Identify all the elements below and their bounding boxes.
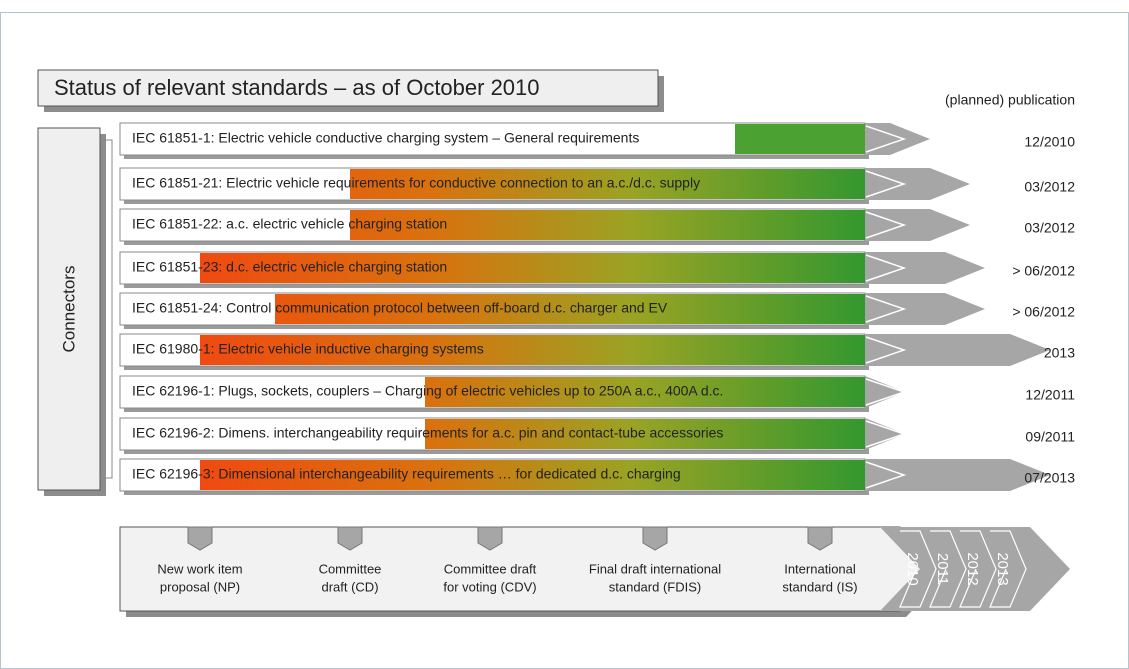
stage-label: Final draft international <box>589 561 721 576</box>
arrow-chevron <box>865 336 907 364</box>
standard-name: IEC 62196-3: Dimensional interchangeabil… <box>132 466 681 482</box>
publication-date: > 06/2012 <box>1012 304 1075 320</box>
status-arrow <box>865 334 1050 366</box>
publication-date: 03/2012 <box>1024 179 1075 195</box>
publication-date: 2013 <box>1044 345 1075 361</box>
stages: New work item proposal (NP) Committee draft… <box>157 526 858 594</box>
years: 2010 2011 2012 2013 <box>899 530 1027 608</box>
arrow-chevron <box>865 254 907 282</box>
standard-name: IEC 61851-1: Electric vehicle conductive… <box>132 130 639 146</box>
status-arrow <box>865 209 970 241</box>
title-box <box>37 69 659 107</box>
title: Status of relevant standards – as of Oct… <box>54 75 540 100</box>
publication-date: 12/2011 <box>1025 387 1075 403</box>
status-arrow <box>865 123 930 155</box>
standard-name: IEC 62196-2: Dimens. interchangeability … <box>132 425 723 441</box>
arrow-chevron <box>865 461 907 489</box>
standard-name: IEC 62196-1: Plugs, sockets, couplers – … <box>132 383 723 399</box>
status-arrow <box>865 293 985 325</box>
stage-marker <box>337 526 363 551</box>
stage-marker <box>477 526 503 551</box>
year-label: 2010 <box>904 552 921 585</box>
stage-label: standard (IS) <box>782 579 857 594</box>
stage-label: Committee <box>319 561 382 576</box>
year-chevron <box>929 530 967 608</box>
year-label: 2013 <box>994 552 1011 585</box>
stage-marker <box>807 526 833 551</box>
publication-date: 03/2012 <box>1024 220 1075 236</box>
status-arrow <box>865 376 905 408</box>
progress-bar <box>200 460 865 490</box>
status-arrow <box>865 418 905 450</box>
arrow-chevron <box>865 211 907 239</box>
stage-label: for voting (CDV) <box>443 579 536 594</box>
bracket <box>100 139 113 479</box>
year-label: 2011 <box>934 553 951 585</box>
progress-bar <box>735 124 865 154</box>
progress-bar <box>350 210 865 240</box>
stage-label: Committee draft <box>444 561 537 576</box>
arrow-chevron <box>865 420 907 448</box>
stage-marker <box>642 526 668 551</box>
standard-name: IEC 61851-23: d.c. electric vehicle char… <box>132 259 447 275</box>
publication-date: 12/2010 <box>1024 134 1075 150</box>
progress-bar <box>200 253 865 283</box>
arrow-chevron <box>865 295 907 323</box>
stage-marker <box>187 526 213 551</box>
arrow-chevron <box>865 125 907 153</box>
year-label: 2012 <box>964 552 981 585</box>
standard-name: IEC 61851-24: Control communication prot… <box>132 300 668 316</box>
progress-bar <box>275 294 865 324</box>
rows: IEC 61851-1: Electric vehicle conductive… <box>119 122 1075 495</box>
group-box <box>37 127 101 491</box>
arrow-chevron <box>865 378 907 406</box>
year-chevron <box>959 530 997 608</box>
stage-label: proposal (NP) <box>160 579 240 594</box>
publication-header: (planned) publication <box>945 92 1075 108</box>
year-chevron <box>899 530 937 608</box>
progress-bar <box>425 377 865 407</box>
stage-label: standard (FDIS) <box>609 579 701 594</box>
group-label: Connectors <box>59 266 78 353</box>
standard-name: IEC 61980-1: Electric vehicle inductive … <box>132 341 484 357</box>
publication-date: 07/2013 <box>1024 470 1075 486</box>
status-arrow <box>865 459 1050 491</box>
publication-date: 09/2011 <box>1025 429 1075 445</box>
status-arrow <box>865 252 985 284</box>
publication-date: > 06/2012 <box>1012 263 1075 279</box>
arrow-chevron <box>865 170 907 198</box>
stage-label: International <box>784 561 856 576</box>
progress-bar <box>425 419 865 449</box>
year-chevron <box>989 530 1027 608</box>
standard-name: IEC 61851-21: Electric vehicle requireme… <box>132 175 700 191</box>
standard-name: IEC 61851-22: a.c. electric vehicle char… <box>132 216 447 232</box>
status-arrow <box>865 168 970 200</box>
progress-bar <box>350 169 865 199</box>
progress-bar <box>200 335 865 365</box>
stage-label: New work item <box>157 561 242 576</box>
stage-label: draft (CD) <box>321 579 378 594</box>
